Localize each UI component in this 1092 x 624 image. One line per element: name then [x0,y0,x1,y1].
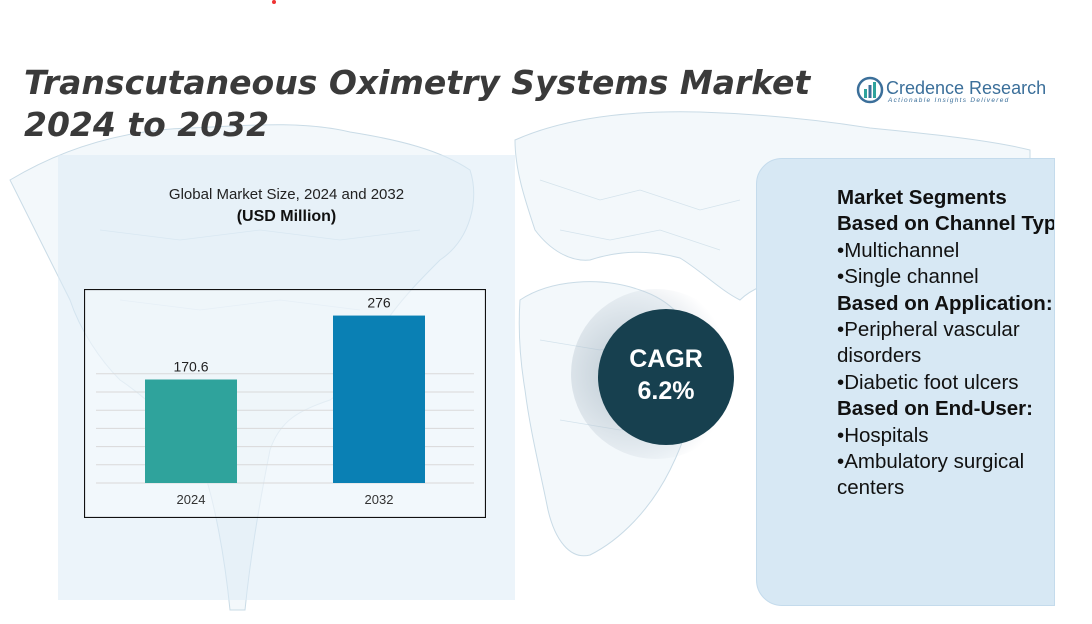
segment-item: •Ambulatory surgical centers [837,450,1025,500]
cagr-label: CAGR [629,345,703,373]
bar-chart-logo-icon [856,76,884,104]
segment-item: •Multichannel [837,238,960,262]
segment-item: •Single channel [837,265,979,289]
x-tick-label-2024: 2024 [177,492,206,507]
x-tick-label-2032: 2032 [365,492,394,507]
brand-logo: Credence Research Actionable Insights De… [856,76,1046,108]
segment-group-title: Based on Channel Type: [837,212,1055,236]
segments-heading: Market Segments [837,186,1007,209]
cagr-value: 6.2% [637,377,695,405]
segment-item: •Hospitals [837,423,929,447]
bar-2024 [145,379,237,483]
chart-unit: (USD Million) [236,208,337,225]
chart-title: Global Market Size, 2024 and 2032 [168,186,405,203]
data-label-2032: 276 [367,295,391,311]
segment-item: •Diabetic foot ulcers [837,370,1019,394]
cagr-badge: CAGR 6.2% [598,309,734,445]
bar-2032 [333,315,425,483]
segments-panel: Market Segments Based on Channel Type: •… [756,158,1055,606]
chart-bars: 170.6 2024 276 2032 [145,295,425,507]
chart-panel [58,155,515,600]
segment-group-title: Based on Application: [837,291,1053,315]
page-title: Transcutaneous Oximetry Systems Market 2… [24,63,811,144]
segment-item: •Peripheral vascular disorders [837,318,1020,368]
brand-tagline: Actionable Insights Delivered [888,97,1010,104]
marker-dot [272,0,276,4]
data-label-2024: 170.6 [173,359,208,375]
brand-name: Credence Research [886,78,1047,98]
segments-list: Market Segments Based on Channel Type: •… [837,185,1055,502]
segment-group-title: Based on End-User: [837,397,1033,421]
bar-chart: 170.6 2024 276 2032 [84,289,486,518]
